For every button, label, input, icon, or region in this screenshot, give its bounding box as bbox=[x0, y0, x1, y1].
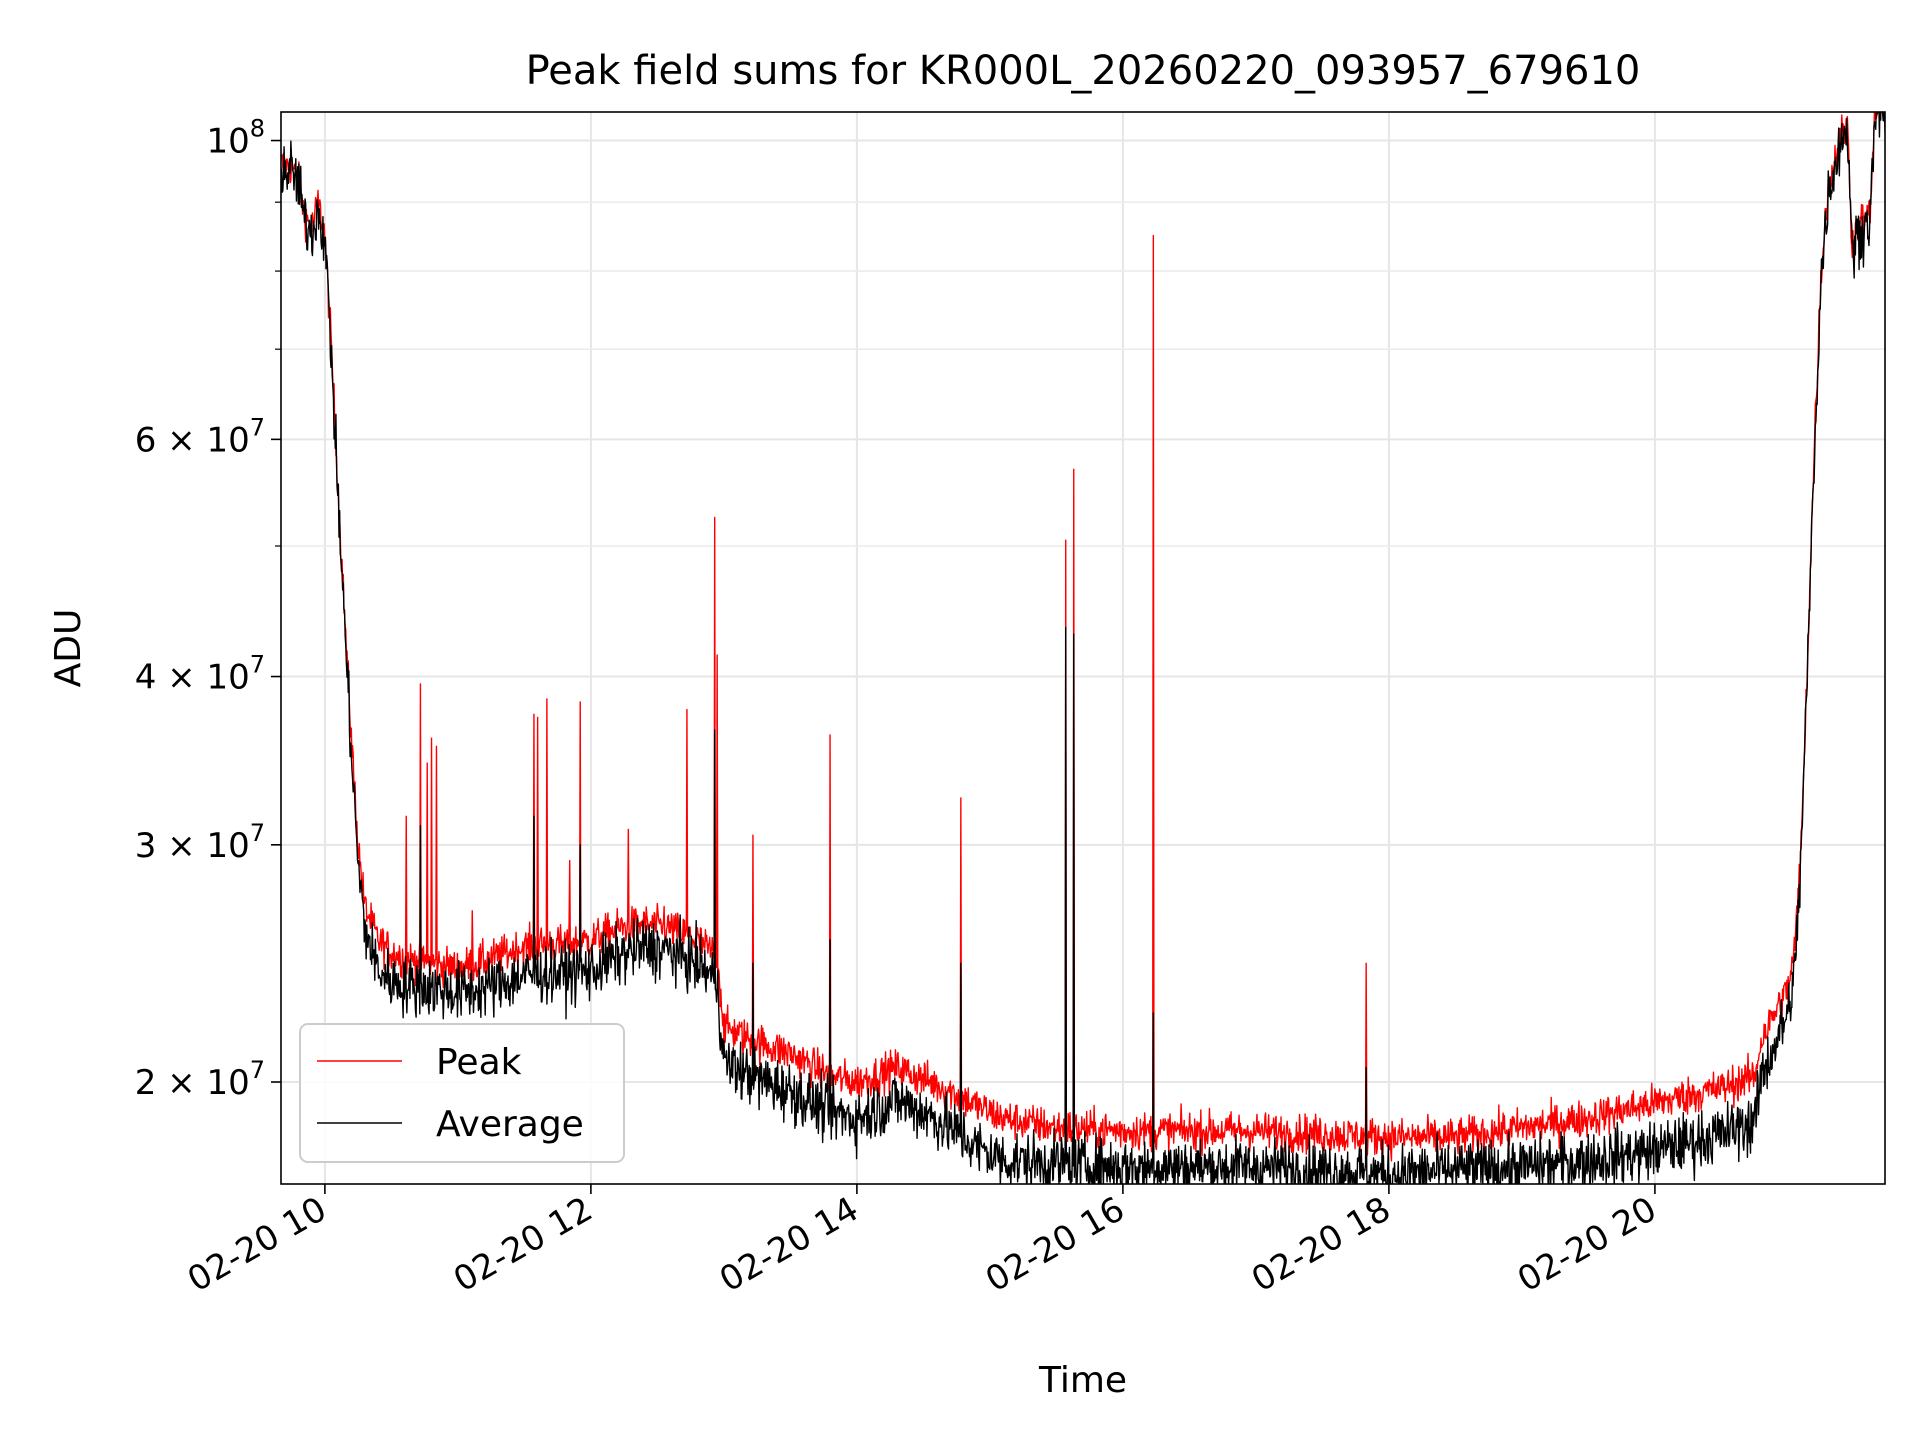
x-tick-label: 02-20 20 bbox=[1511, 1189, 1663, 1300]
y-tick-label: 108 bbox=[206, 115, 265, 162]
x-axis: 02-20 10 02-20 12 02-20 14 02-20 16 02-20 18… bbox=[181, 1184, 1663, 1300]
series-line-average bbox=[281, 112, 1885, 1184]
x-tick-label: 02-20 10 bbox=[181, 1189, 333, 1300]
x-tick-label: 02-20 16 bbox=[979, 1189, 1131, 1300]
legend-label-average: Average bbox=[436, 1104, 584, 1145]
x-tick-label: 02-20 14 bbox=[713, 1189, 865, 1300]
y-tick-label: 4 × 107 bbox=[135, 651, 265, 698]
x-tick-label: 02-20 18 bbox=[1245, 1189, 1397, 1300]
legend-box bbox=[299, 1023, 625, 1163]
legend-label-peak: Peak bbox=[436, 1042, 522, 1083]
y-axis: 108 6 × 107 4 × 107 3 × 107 2 × 107 bbox=[135, 115, 281, 1103]
legend: Peak Average bbox=[299, 1023, 625, 1163]
chart-title: Peak field sums for KR000L_20260220_0939… bbox=[526, 48, 1641, 94]
x-axis-label: Time bbox=[1038, 1360, 1127, 1401]
y-tick-label: 6 × 107 bbox=[135, 413, 265, 460]
plot-frame bbox=[280, 111, 1886, 1185]
y-tick-label: 3 × 107 bbox=[135, 819, 265, 866]
x-tick-label: 02-20 12 bbox=[447, 1189, 599, 1300]
series-line-peak bbox=[281, 112, 1885, 1162]
y-tick-label: 2 × 107 bbox=[135, 1056, 265, 1103]
y-axis-label: ADU bbox=[48, 609, 89, 688]
